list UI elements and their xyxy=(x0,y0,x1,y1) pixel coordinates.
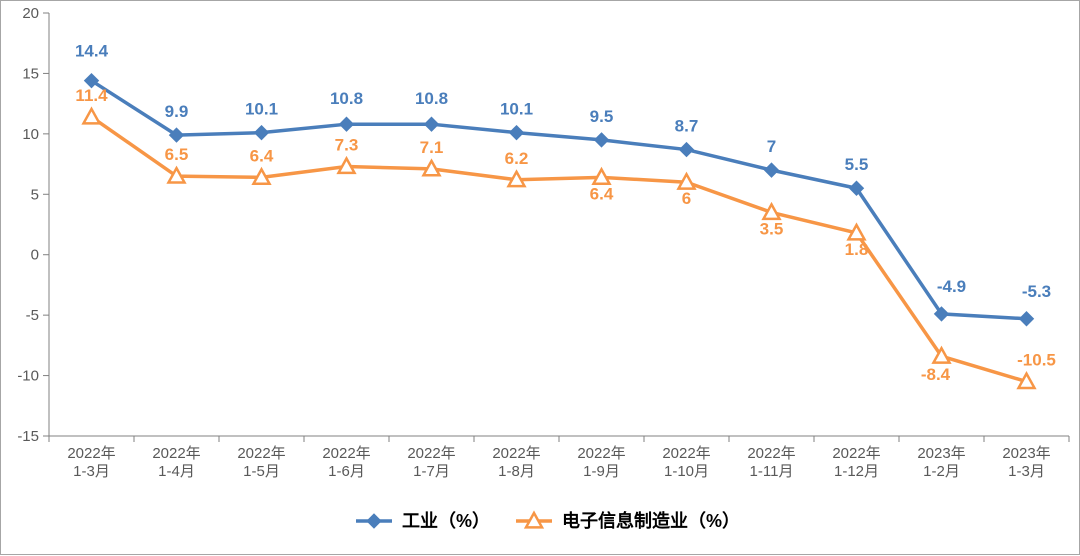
data-label: 6.4 xyxy=(590,184,614,203)
data-label: 9.9 xyxy=(165,102,189,121)
data-label: -10.5 xyxy=(1017,351,1056,370)
chart-container: -15 -10 -5 0 5 10 15 20 2022年1-3月 2022年1-4月 2022年1… xyxy=(0,0,1080,555)
legend-label-1: 电子信息制造业（%） xyxy=(562,510,740,531)
data-label: 1.8 xyxy=(845,240,869,259)
line-chart: -15 -10 -5 0 5 10 15 20 2022年1-3月 2022年1-4月 2022年1… xyxy=(1,1,1080,556)
series-marker xyxy=(84,109,100,123)
x-tick-label: 2023年1-3月 xyxy=(1002,445,1050,480)
series-marker xyxy=(1020,312,1034,326)
data-label: -4.9 xyxy=(937,277,966,296)
data-label: 6 xyxy=(682,189,691,208)
y-tick-label: 0 xyxy=(31,247,39,264)
data-label: 5.5 xyxy=(845,155,869,174)
data-label: 10.8 xyxy=(330,89,363,108)
series-line-1 xyxy=(92,117,1027,382)
series-marker xyxy=(255,126,269,140)
y-tick-label: -5 xyxy=(26,307,39,324)
y-tick-label: 15 xyxy=(22,65,39,82)
data-label: 7 xyxy=(767,137,776,156)
data-label: 7.1 xyxy=(420,138,444,157)
x-tick-label: 2022年1-8月 xyxy=(492,445,540,480)
x-tick-label: 2022年1-9月 xyxy=(577,445,625,480)
x-tick-label: 2022年1-4月 xyxy=(152,445,200,480)
data-label: -5.3 xyxy=(1022,282,1051,301)
series-marker xyxy=(680,143,694,157)
data-label: 6.4 xyxy=(250,146,274,165)
series-line-0 xyxy=(92,81,1027,319)
data-label: 14.4 xyxy=(75,42,109,61)
data-label: 10.1 xyxy=(245,100,278,119)
y-tick-label: -10 xyxy=(17,368,39,385)
y-tick-label: 20 xyxy=(22,5,39,22)
data-label: 10.8 xyxy=(415,89,448,108)
data-label: 3.5 xyxy=(760,219,784,238)
data-label: -8.4 xyxy=(921,365,951,384)
x-tick-label: 2022年1-11月 xyxy=(747,445,795,480)
x-tick-label: 2022年1-12月 xyxy=(832,445,880,480)
data-label: 7.3 xyxy=(335,135,359,154)
series-marker xyxy=(425,117,439,131)
x-tick-label: 2023年1-2月 xyxy=(917,445,965,480)
y-tick-label: 10 xyxy=(22,126,39,143)
y-tick-label: -15 xyxy=(17,428,39,445)
legend-label-0: 工业（%） xyxy=(402,511,490,531)
series-marker xyxy=(595,133,609,147)
data-label: 11.4 xyxy=(75,86,108,105)
x-tick-label: 2022年1-3月 xyxy=(67,445,115,480)
series-marker xyxy=(765,163,779,177)
data-label: 6.5 xyxy=(165,145,189,164)
x-tick-label: 2022年1-10月 xyxy=(662,445,710,480)
series-marker xyxy=(340,117,354,131)
data-label: 9.5 xyxy=(590,107,614,126)
data-label: 8.7 xyxy=(675,117,699,136)
y-tick-label: 5 xyxy=(31,186,39,203)
data-label: 10.1 xyxy=(500,100,533,119)
series-marker xyxy=(510,126,524,140)
x-tick-label: 2022年1-5月 xyxy=(237,445,285,480)
x-tick-label: 2022年1-6月 xyxy=(322,445,370,480)
data-label: 6.2 xyxy=(505,149,529,168)
x-tick-label: 2022年1-7月 xyxy=(407,445,455,480)
